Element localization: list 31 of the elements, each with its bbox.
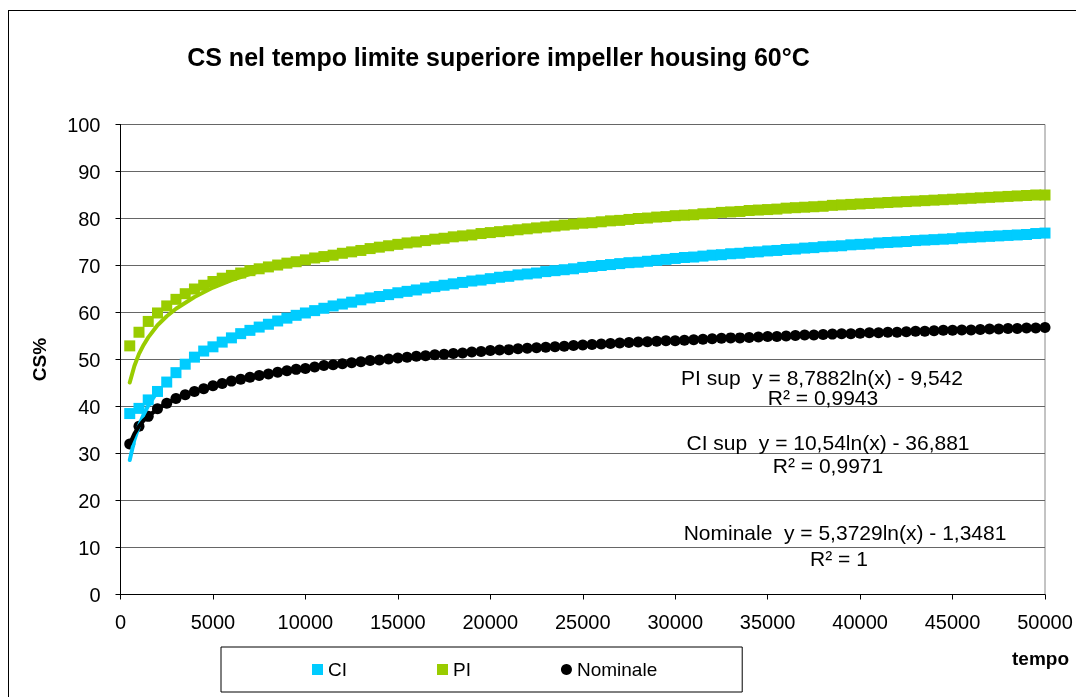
- x-tick-label: 45000: [924, 610, 981, 633]
- x-tick-label: 35000: [739, 610, 796, 633]
- y-axis-title: CS%: [28, 337, 50, 382]
- x-tick-label: 50000: [1017, 610, 1073, 633]
- x-tick-label: 0: [114, 610, 127, 633]
- y-tick-label: 20: [78, 489, 101, 512]
- x-tick-label: 10000: [277, 610, 334, 633]
- y-tick-label: 90: [78, 160, 101, 183]
- x-tick-label: 15000: [370, 610, 426, 633]
- y-tick-label: 100: [67, 113, 101, 136]
- chart-title: CS nel tempo limite superiore impeller housing 60°C: [187, 42, 810, 71]
- y-tick-label: 80: [78, 207, 101, 230]
- annotation: CI sup y = 10,54ln(x) - 36,881 R² = 0,9971: [686, 430, 970, 477]
- legend-label: Nominale: [576, 659, 658, 680]
- x-tick-label: 5000: [190, 610, 236, 633]
- y-tick-label: 50: [78, 348, 101, 371]
- annotation: Nominale y = 5,3729ln(x) - 1,3481 R² = 1: [683, 520, 1007, 570]
- y-tick-label: 60: [78, 301, 101, 324]
- y-tick-label: 70: [78, 254, 101, 277]
- legend-label: PI: [453, 659, 471, 680]
- y-tick-label: 0: [89, 583, 101, 606]
- x-tick-label: 20000: [462, 610, 519, 633]
- y-tick-label: 30: [78, 442, 101, 465]
- x-axis-title: tempo: [1012, 647, 1069, 669]
- x-tick-label: 25000: [554, 610, 611, 633]
- legend-label: CI: [328, 659, 347, 680]
- x-tick-label: 40000: [832, 610, 888, 633]
- x-tick-label: 30000: [647, 610, 704, 633]
- y-tick-label: 10: [78, 536, 101, 559]
- annotation: PI sup y = 8,7882ln(x) - 9,542 R² = 0,9943: [681, 365, 963, 409]
- y-tick-label: 40: [78, 395, 101, 418]
